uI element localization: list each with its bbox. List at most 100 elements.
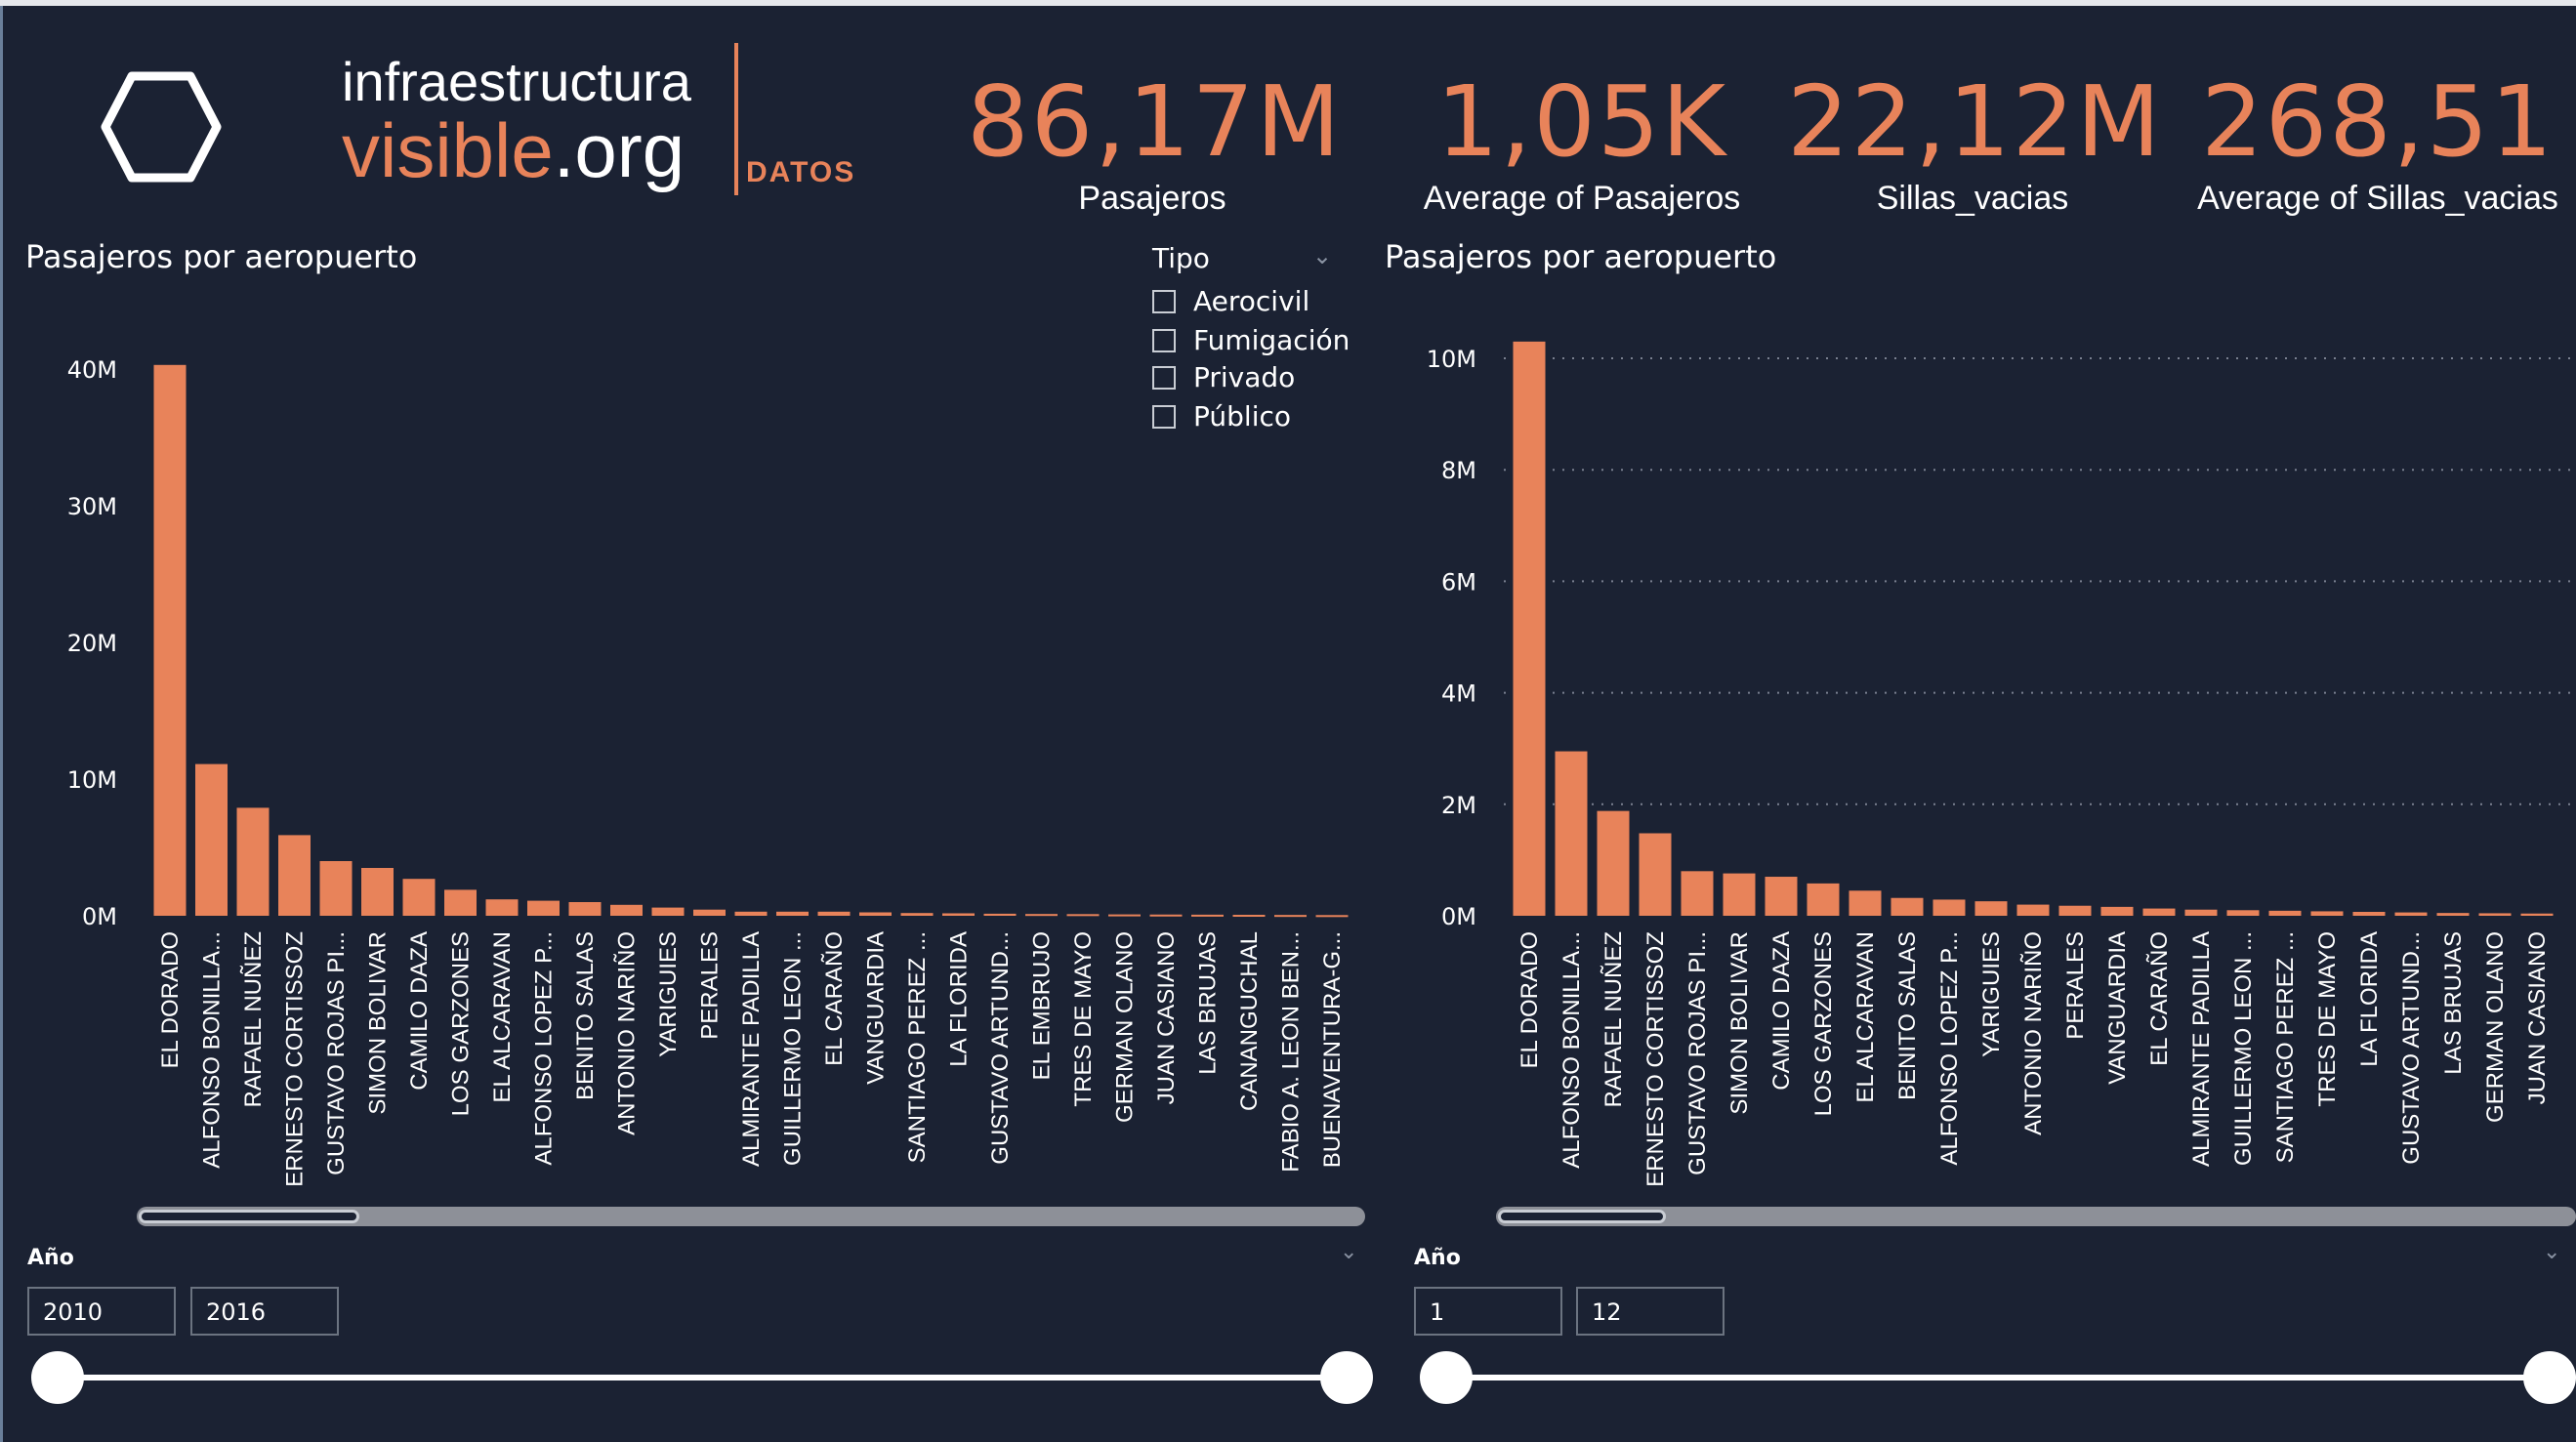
window-left-edge xyxy=(0,6,3,1442)
bar[interactable] xyxy=(1513,341,1546,916)
bar[interactable] xyxy=(2226,910,2260,916)
bar[interactable] xyxy=(2184,909,2218,916)
y-tick-label: 2M xyxy=(1441,792,1476,819)
brand-line2-part1: visible xyxy=(342,107,554,193)
bar[interactable] xyxy=(2142,908,2176,916)
bar[interactable] xyxy=(195,763,228,916)
bar[interactable] xyxy=(278,835,311,916)
window-top-strip xyxy=(0,0,2576,6)
brand-line2: visible.org xyxy=(342,112,691,188)
bar[interactable] xyxy=(153,364,187,916)
year-to-input[interactable]: 2016 xyxy=(190,1287,339,1336)
bar[interactable] xyxy=(236,807,270,916)
bar[interactable] xyxy=(817,911,851,916)
bar[interactable] xyxy=(2520,913,2554,916)
bar[interactable] xyxy=(485,899,519,916)
year-slider-end-handle[interactable] xyxy=(1320,1351,1373,1404)
bar[interactable] xyxy=(361,868,394,916)
bar[interactable] xyxy=(2058,905,2092,916)
bar[interactable] xyxy=(1025,914,1058,917)
bar[interactable] xyxy=(693,909,726,916)
bar[interactable] xyxy=(859,912,892,917)
checkbox[interactable] xyxy=(1152,404,1176,429)
checkbox[interactable] xyxy=(1152,328,1176,352)
scrollbar-thumb-right[interactable] xyxy=(1498,1210,1666,1223)
bar[interactable] xyxy=(610,904,643,916)
bar[interactable] xyxy=(1597,810,1630,916)
bar[interactable] xyxy=(1723,873,1756,916)
bar[interactable] xyxy=(2100,906,2134,916)
kpi-value: 1,05K xyxy=(1435,64,1728,179)
filter-option-privado[interactable]: Privado xyxy=(1152,361,1295,393)
bar[interactable] xyxy=(900,913,934,916)
bar[interactable] xyxy=(568,902,602,916)
x-tick-label: EL ALCARAVAN xyxy=(1852,931,1879,1103)
x-tick-label: ALFONSO LOPEZ P... xyxy=(1936,931,1963,1166)
bar[interactable] xyxy=(2016,904,2050,916)
bar[interactable] xyxy=(1890,897,1924,916)
filter-option-aerocivil[interactable]: Aerocivil xyxy=(1152,285,1309,317)
x-tick-label: EL CARAÑO xyxy=(821,931,848,1066)
bar[interactable] xyxy=(1232,915,1266,918)
bar[interactable] xyxy=(1807,883,1840,916)
checkbox[interactable] xyxy=(1152,289,1176,313)
bar[interactable] xyxy=(319,861,353,916)
bar[interactable] xyxy=(1974,901,2008,916)
bar[interactable] xyxy=(776,911,809,916)
x-tick-label: LOS GARZONES xyxy=(1810,931,1837,1116)
bar[interactable] xyxy=(983,913,1017,916)
bar[interactable] xyxy=(1191,914,1224,917)
bar-chart-left: 0M 10M 20M 30M 40M EL DORADO ALFONSO BONILLA..… xyxy=(67,356,1349,1187)
bar[interactable] xyxy=(1555,751,1588,916)
bar[interactable] xyxy=(1932,899,1966,916)
y-tick-label: 0M xyxy=(1441,903,1476,930)
y-tick-label: 4M xyxy=(1441,680,1476,708)
month-to-input[interactable]: 12 xyxy=(1576,1287,1724,1336)
bar[interactable] xyxy=(942,913,975,916)
filter-option-fumigacion[interactable]: Fumigación xyxy=(1152,324,1350,356)
month-slider-start-handle[interactable] xyxy=(1420,1351,1473,1404)
chevron-down-icon[interactable]: ⌄ xyxy=(1312,242,1333,269)
checkbox[interactable] xyxy=(1152,365,1176,390)
bar[interactable] xyxy=(402,879,436,916)
chevron-down-icon[interactable]: ⌄ xyxy=(2543,1240,2561,1264)
bar[interactable] xyxy=(444,889,477,916)
bar[interactable] xyxy=(1849,890,1882,916)
bar[interactable] xyxy=(1108,914,1141,917)
month-slider-track[interactable] xyxy=(1445,1375,2576,1380)
bar[interactable] xyxy=(1315,915,1349,918)
bar[interactable] xyxy=(1681,871,1714,916)
bar[interactable] xyxy=(1149,914,1183,917)
year-from-input[interactable]: 2010 xyxy=(27,1287,176,1336)
filter-option-publico[interactable]: Público xyxy=(1152,400,1291,433)
chevron-down-icon[interactable]: ⌄ xyxy=(1340,1240,1358,1264)
bar[interactable] xyxy=(2352,912,2386,916)
horizontal-scrollbar-left[interactable] xyxy=(137,1207,1365,1226)
bar[interactable] xyxy=(2394,912,2428,916)
filter-option-label: Aerocivil xyxy=(1193,285,1310,317)
bar[interactable] xyxy=(527,900,560,916)
kpi-label: Average of Sillas_vacias xyxy=(2197,180,2558,217)
bar[interactable] xyxy=(651,907,685,916)
year-slider-start-handle[interactable] xyxy=(31,1351,84,1404)
bar[interactable] xyxy=(1274,915,1307,918)
kpi-value: 268,51 xyxy=(2201,64,2555,179)
year-slider-track[interactable] xyxy=(59,1375,1348,1380)
tipo-filter: Tipo ⌄ Aerocivil Fumigación Privado Públ… xyxy=(1152,242,1350,447)
bar[interactable] xyxy=(2310,911,2344,916)
x-tick-label: ALMIRANTE PADILLA xyxy=(738,931,765,1167)
bar[interactable] xyxy=(2268,910,2302,916)
bar[interactable] xyxy=(1639,833,1672,916)
month-from-input[interactable]: 1 xyxy=(1414,1287,1562,1336)
bar[interactable] xyxy=(1765,877,1798,916)
horizontal-scrollbar-right[interactable] xyxy=(1496,1207,2576,1226)
bar[interactable] xyxy=(1066,914,1100,917)
x-tick-label: CANANGUCHAL xyxy=(1236,931,1263,1111)
x-tick-label: EL DORADO xyxy=(1517,931,1543,1068)
bar[interactable] xyxy=(2478,913,2512,916)
month-slider-end-handle[interactable] xyxy=(2523,1351,2576,1404)
scrollbar-thumb-left[interactable] xyxy=(139,1210,359,1223)
bar[interactable] xyxy=(2436,913,2470,916)
bar[interactable] xyxy=(734,911,768,916)
x-tick-label: ALFONSO BONILLA... xyxy=(199,931,226,1169)
